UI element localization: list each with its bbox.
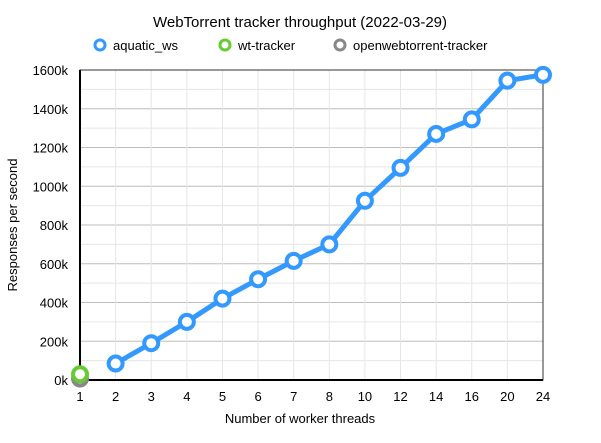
- y-tick-label: 800k: [40, 218, 69, 233]
- data-point-aquatic_ws: [142, 334, 161, 353]
- y-tick-label: 1600k: [33, 63, 69, 78]
- x-tick-label: 12: [393, 389, 407, 404]
- data-point-aquatic_ws: [427, 124, 446, 143]
- x-tick-label: 10: [358, 389, 372, 404]
- data-point-aquatic_ws: [534, 65, 552, 84]
- x-tick-label: 20: [500, 389, 514, 404]
- y-tick-label: 1000k: [33, 179, 69, 194]
- x-tick-label: 4: [183, 389, 190, 404]
- x-tick-label: 8: [326, 389, 333, 404]
- data-point-aquatic_ws: [498, 71, 517, 90]
- data-point-aquatic_ws: [355, 191, 374, 210]
- x-tick-label: 1: [76, 389, 83, 404]
- x-tick-label: 2: [112, 389, 119, 404]
- y-tick-label: 400k: [40, 296, 69, 311]
- series: [71, 65, 552, 388]
- x-tick-label: 16: [465, 389, 479, 404]
- data-point-aquatic_ws: [391, 158, 410, 177]
- data-point-aquatic_ws: [249, 270, 268, 289]
- legend-label: wt-tracker: [237, 38, 296, 53]
- legend-marker-openwebtorrent-tracker: [333, 38, 347, 52]
- data-point-aquatic_ws: [177, 312, 196, 331]
- x-axis-label: Number of worker threads: [225, 411, 376, 426]
- data-point-aquatic_ws: [462, 110, 481, 129]
- x-tick-label: 7: [290, 389, 297, 404]
- y-axis-label: Responses per second: [5, 159, 20, 292]
- x-tick-label: 5: [219, 389, 226, 404]
- x-tick-label: 24: [536, 389, 550, 404]
- data-point-aquatic_ws: [106, 354, 125, 373]
- x-tick-label: 3: [148, 389, 155, 404]
- data-point-aquatic_ws: [284, 251, 303, 270]
- data-point-wt-tracker: [71, 365, 89, 384]
- y-tick-label: 0k: [54, 373, 68, 388]
- y-tick-label: 200k: [40, 334, 69, 349]
- grid: [80, 70, 544, 381]
- x-tick-label: 6: [254, 389, 261, 404]
- y-tick-label: 600k: [40, 257, 69, 272]
- legend-marker-aquatic_ws: [93, 38, 107, 52]
- data-point-aquatic_ws: [213, 289, 232, 308]
- data-point-aquatic_ws: [320, 235, 339, 254]
- legend-label: openwebtorrent-tracker: [353, 38, 488, 53]
- chart-title: WebTorrent tracker throughput (2022-03-2…: [153, 14, 447, 31]
- x-tick-label: 14: [429, 389, 443, 404]
- y-tick-label: 1200k: [33, 141, 69, 156]
- legend: aquatic_ws wt-tracker openwebtorrent-track…: [93, 38, 488, 53]
- legend-marker-wt-tracker: [218, 38, 232, 52]
- y-tick-label: 1400k: [33, 102, 69, 117]
- legend-label: aquatic_ws: [113, 38, 179, 53]
